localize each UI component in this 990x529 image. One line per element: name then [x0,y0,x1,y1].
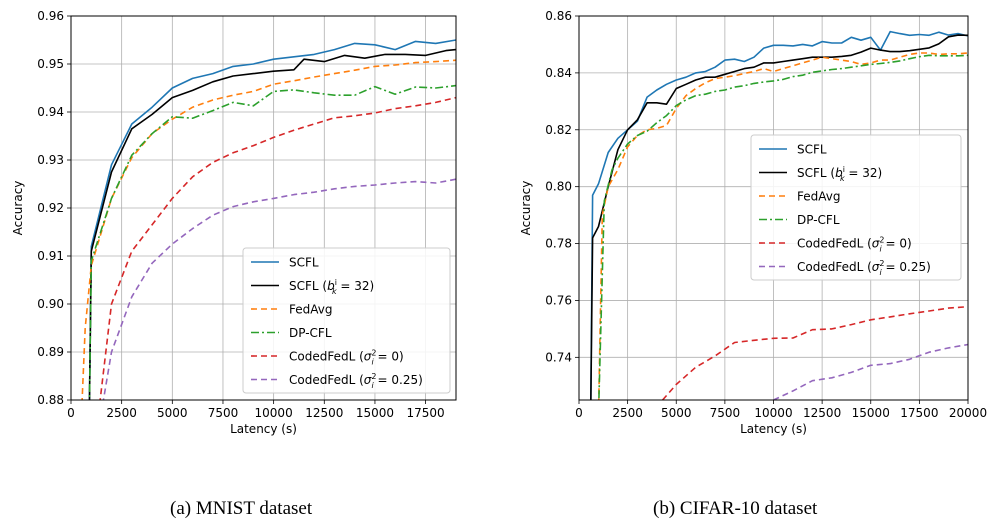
y-tick-label: 0.89 [37,345,64,359]
x-tick-label: 20000 [949,406,987,420]
y-tick-label: 0.91 [37,249,64,263]
x-tick-label: 2500 [106,406,137,420]
x-tick-label: 7500 [208,406,239,420]
y-tick-label: 0.95 [37,57,64,71]
y-tick-label: 0.96 [37,9,64,23]
x-tick-label: 10000 [754,406,792,420]
y-tick-label: 0.82 [545,123,572,137]
y-tick-label: 0.88 [37,393,64,407]
chart-panel-b: 0 2500 5000 7500 10000 12500 15000 17500 20000 0.… [519,9,987,436]
x-tick-label: 0 [575,406,583,420]
legend-label-2: FedAvg [797,190,840,204]
y-tick-label: 0.78 [545,237,572,251]
y-tick-label: 0.94 [37,105,64,119]
y-tick-label: 0.86 [545,9,572,23]
x-tick-label: 10000 [255,406,293,420]
x-axis-label: Latency (s) [230,422,297,436]
legend-label-0: SCFL [797,143,827,157]
y-tick-label: 0.76 [545,293,572,307]
y-tick-label: 0.92 [37,201,64,215]
y-tick-label: 0.74 [545,350,572,364]
x-tick-label: 15000 [852,406,890,420]
caption-cifar10: (b) CIFAR-10 dataset [653,498,817,520]
y-axis-label: Accuracy [519,181,533,236]
legend-label-2: FedAvg [289,303,332,317]
y-axis-label: Accuracy [11,181,25,236]
legend-box [751,135,961,280]
y-tick-label: 0.90 [37,297,64,311]
y-tick-label: 0.93 [37,153,64,167]
x-tick-label: 15000 [356,406,394,420]
legend-label-0: SCFL [289,256,319,270]
x-tick-label: 5000 [661,406,692,420]
legend-box [243,248,450,393]
x-tick-label: 2500 [612,406,643,420]
x-tick-label: 0 [67,406,75,420]
chart-panel-a: 0 2500 5000 7500 10000 12500 15000 17500 0.88 0.8… [11,9,456,436]
y-tick-label: 0.80 [545,180,572,194]
legend-label-3: DP-CFL [797,213,840,227]
legend-label-3: DP-CFL [289,326,332,340]
caption-mnist: (a) MNIST dataset [170,498,312,520]
y-tick-label: 0.84 [545,66,572,80]
x-tick-label: 5000 [157,406,188,420]
x-tick-label: 7500 [710,406,741,420]
x-axis-label: Latency (s) [740,422,807,436]
x-tick-label: 17500 [407,406,445,420]
x-tick-label: 17500 [900,406,938,420]
x-tick-label: 12500 [803,406,841,420]
x-tick-label: 12500 [305,406,343,420]
series-line-4 [663,307,968,400]
